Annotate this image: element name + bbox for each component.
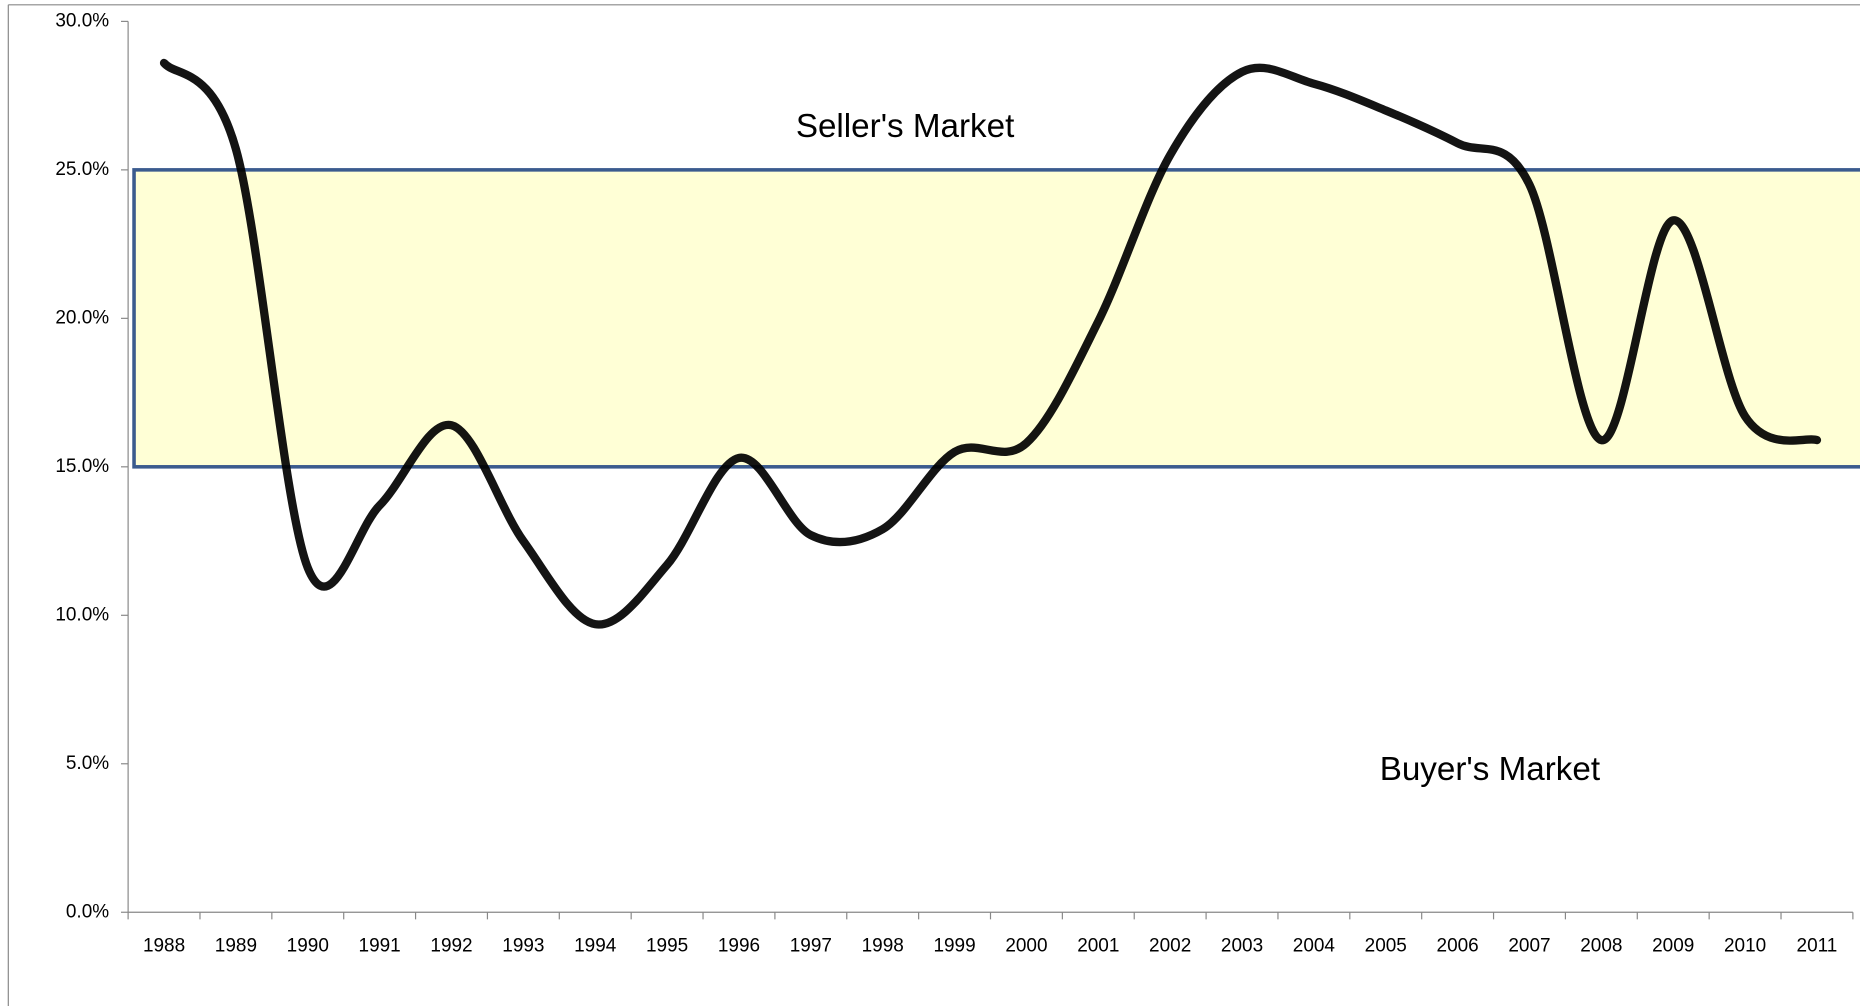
y-tick-label: 0.0% [66,901,109,922]
x-tick-label: 2006 [1437,936,1479,957]
x-tick-label: 2002 [1149,936,1191,957]
x-tick-label: 1996 [718,936,760,957]
x-tick-label: 2003 [1221,936,1263,957]
annotation: Buyer's Market [1380,751,1600,788]
x-tick-label: 1989 [215,936,257,957]
x-tick-label: 2004 [1293,936,1335,957]
y-tick-label: 20.0% [55,307,109,328]
x-tick-label: 2000 [1005,936,1047,957]
y-tick-label: 15.0% [55,456,109,477]
annotation: Seller's Market [796,108,1015,145]
y-tick-label: 5.0% [66,753,109,774]
x-tick-label: 2001 [1077,936,1119,957]
x-tick-label: 1990 [287,936,329,957]
y-tick-label: 25.0% [55,159,109,180]
x-tick-label: 2008 [1580,936,1622,957]
x-tick-label: 1998 [862,936,904,957]
x-tick-label: 1995 [646,936,688,957]
y-tick-label: 10.0% [55,604,109,625]
x-tick-label: 1988 [143,936,185,957]
x-tick-label: 2005 [1365,936,1407,957]
market-band [132,168,1860,469]
x-tick-label: 2010 [1724,936,1766,957]
x-tick-label: 1999 [933,936,975,957]
band-layer [132,168,1860,469]
x-tick-label: 2011 [1797,936,1838,957]
line-series [159,58,1822,629]
y-tick-label: 30.0% [55,10,109,31]
x-tick-label: 2009 [1652,936,1694,957]
x-tick-label: 1993 [502,936,544,957]
x-tick-label: 1991 [359,936,401,957]
x-tick-label: 2007 [1508,936,1550,957]
x-tick-label: 1994 [574,936,616,957]
x-tick-label: 1992 [430,936,472,957]
x-tick-label: 1997 [790,936,832,957]
